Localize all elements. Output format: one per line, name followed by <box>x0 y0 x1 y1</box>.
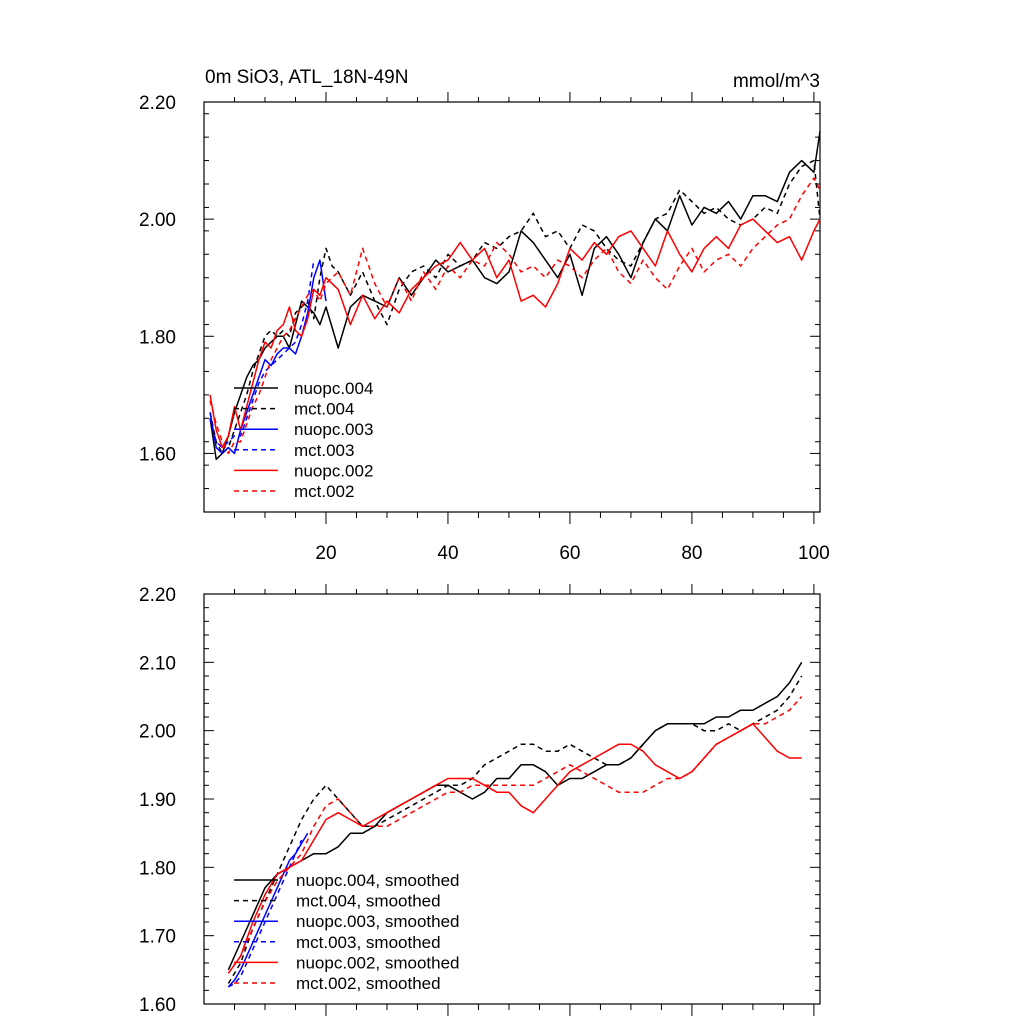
top-x-tick-label: 100 <box>798 543 830 564</box>
series-line-nuopc-002 <box>209 218 821 449</box>
top-x-tick-label: 20 <box>315 543 336 564</box>
series-line-mct-002 <box>209 177 821 455</box>
series-line-nuopc-003-smoothed <box>227 832 309 988</box>
top-x-tick-label: 40 <box>437 543 458 564</box>
legend-label: mct.002, smoothed <box>296 974 441 993</box>
bottom-y-tick-label: 1.70 <box>139 927 176 948</box>
bottom-y-tick-label: 1.60 <box>139 995 176 1016</box>
legend-label: mct.004, smoothed <box>296 892 441 911</box>
bottom-y-tick-label: 2.00 <box>139 722 176 743</box>
top-y-tick-label: 1.60 <box>139 444 176 465</box>
legend-label: nuopc.003, smoothed <box>296 912 460 931</box>
bottom-y-tick-label: 1.90 <box>139 790 176 811</box>
bottom-y-tick-label: 1.80 <box>139 858 176 879</box>
legend-label: nuopc.004, smoothed <box>296 871 460 890</box>
legend-label: nuopc.003 <box>294 420 373 439</box>
bottom-y-tick-label: 2.10 <box>139 653 176 674</box>
top-panel-units: mmol/m^3 <box>733 71 820 92</box>
legend-label: mct.003, smoothed <box>296 933 441 952</box>
series-line-nuopc-004-smoothed <box>227 661 803 971</box>
top-x-tick-label: 60 <box>559 543 580 564</box>
top-series-lines <box>209 131 821 461</box>
bottom-panel: 1.60 1.70 1.80 1.90 2.00 2.10 2.20 nuopc.004, … <box>139 584 821 1016</box>
top-y-tick-label: 1.80 <box>139 327 176 348</box>
top-panel: 0m SiO3, ATL_18N-49N mmol/m^3 1.60 1.80 2.… <box>139 67 830 564</box>
top-panel-title: 0m SiO3, ATL_18N-49N <box>205 67 408 88</box>
series-line-nuopc-003 <box>209 259 327 455</box>
top-y-tick-label: 2.20 <box>139 93 176 114</box>
legend-label: nuopc.004 <box>294 379 373 398</box>
legend-label: mct.004 <box>294 400 354 419</box>
top-y-tick-label: 2.00 <box>139 210 176 231</box>
series-line-mct-002-smoothed <box>227 696 803 974</box>
legend-label: nuopc.002 <box>294 461 373 480</box>
series-line-mct-003 <box>209 259 315 449</box>
top-x-tick-label: 80 <box>681 543 702 564</box>
legend-label: mct.002 <box>294 482 354 501</box>
top-axes: 1.60 1.80 2.00 2.20 20 40 60 80 100 <box>139 92 830 564</box>
bottom-axes: 1.60 1.70 1.80 1.90 2.00 2.10 2.20 <box>139 584 820 1016</box>
series-line-mct-004 <box>209 159 821 455</box>
legend-label: nuopc.002, smoothed <box>296 953 460 972</box>
bottom-series-lines <box>227 661 803 988</box>
legend-label: mct.003 <box>294 441 354 460</box>
series-line-mct-004-smoothed <box>227 675 803 984</box>
top-plot-frame <box>203 101 821 513</box>
bottom-y-tick-label: 2.20 <box>139 585 176 606</box>
